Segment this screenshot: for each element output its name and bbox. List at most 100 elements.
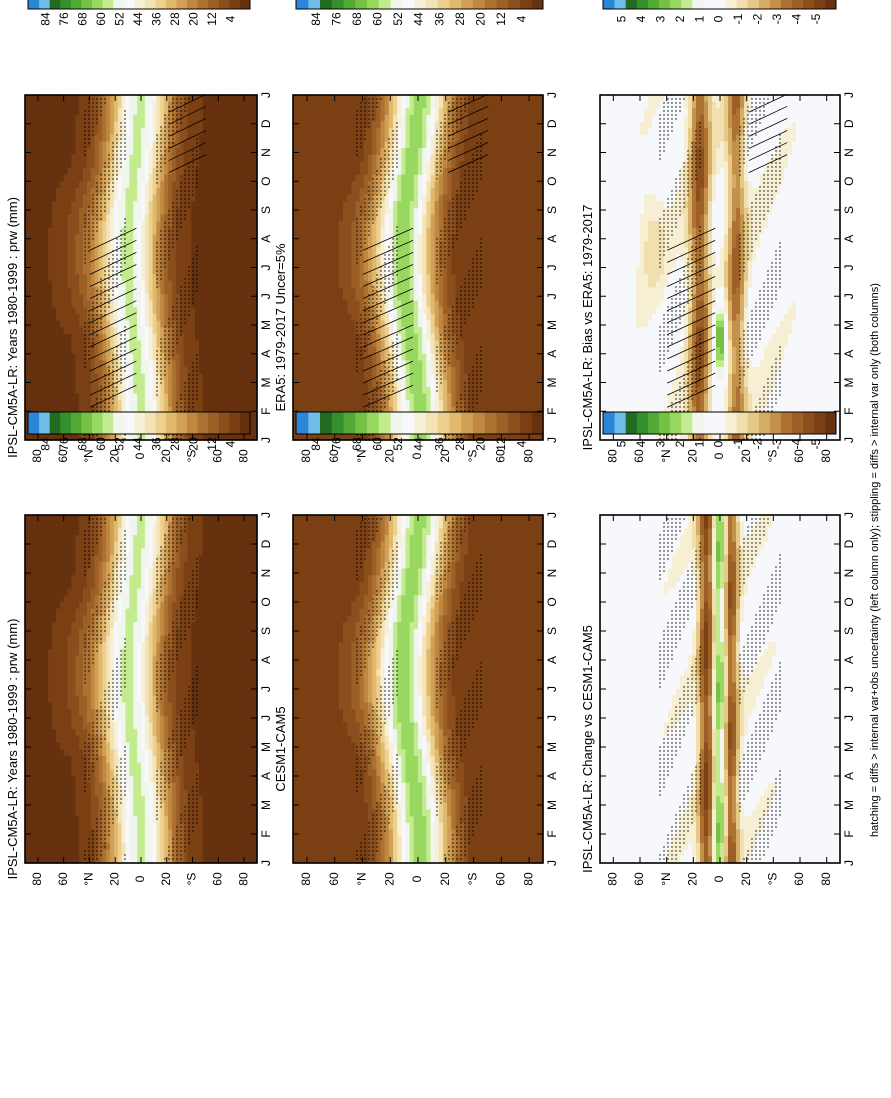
field-cell — [68, 201, 72, 208]
stipple-dot — [176, 118, 177, 119]
field-cell — [37, 609, 41, 616]
field-cell — [110, 108, 114, 115]
field-cell — [79, 221, 83, 228]
field-cell — [48, 327, 52, 334]
field-cell — [110, 314, 114, 321]
field-cell — [56, 148, 60, 155]
stipple-dot — [176, 214, 177, 215]
field-cell — [64, 261, 68, 268]
field-cell — [234, 214, 238, 221]
stipple-dot — [160, 238, 161, 239]
field-cell — [60, 629, 64, 636]
field-cell — [40, 635, 44, 642]
field-cell — [75, 522, 79, 529]
stipple-dot — [176, 198, 177, 199]
field-cell — [191, 314, 195, 321]
field-cell — [79, 649, 83, 656]
field-cell — [98, 135, 102, 142]
field-cell — [29, 294, 33, 301]
field-cell — [37, 709, 41, 716]
field-cell — [83, 95, 87, 102]
field-cell — [199, 367, 203, 374]
stipple-dot — [108, 370, 109, 371]
field-cell — [40, 582, 44, 589]
field-cell — [234, 334, 238, 341]
field-cell — [64, 128, 68, 135]
field-cell — [234, 400, 238, 407]
field-cell — [37, 649, 41, 656]
field-cell — [245, 287, 249, 294]
field-cell — [48, 763, 52, 770]
field-cell — [226, 95, 230, 102]
field-cell — [79, 400, 83, 407]
field-cell — [156, 327, 160, 334]
field-cell — [133, 168, 137, 175]
field-cell — [114, 221, 118, 228]
stipple-dot — [160, 158, 161, 159]
stipple-dot — [116, 178, 117, 179]
field-cell — [79, 515, 83, 522]
field-cell — [37, 729, 41, 736]
field-cell — [234, 115, 238, 122]
stipple-dot — [108, 190, 109, 191]
field-cell — [44, 682, 48, 689]
field-cell — [75, 254, 79, 261]
field-cell — [52, 95, 56, 102]
field-cell — [68, 756, 72, 763]
field-cell — [118, 221, 122, 228]
field-cell — [83, 522, 87, 529]
field-cell — [141, 214, 145, 221]
field-cell — [222, 161, 226, 168]
field-cell — [75, 261, 79, 268]
stipple-dot — [156, 386, 157, 387]
field-cell — [102, 135, 106, 142]
stipple-dot — [164, 350, 165, 351]
field-cell — [184, 374, 188, 381]
field-cell — [40, 823, 44, 830]
stipple-dot — [168, 434, 169, 435]
field-cell — [52, 354, 56, 361]
field-cell — [156, 334, 160, 341]
field-cell — [33, 195, 37, 202]
field-cell — [187, 234, 191, 241]
field-cell — [218, 274, 222, 281]
field-cell — [60, 555, 64, 562]
stipple-dot — [116, 246, 117, 247]
field-cell — [60, 108, 64, 115]
field-cell — [79, 347, 83, 354]
field-cell — [245, 360, 249, 367]
stipple-dot — [112, 398, 113, 399]
month-label: D — [259, 119, 273, 128]
field-cell — [33, 763, 37, 770]
field-cell — [114, 102, 118, 109]
field-cell — [33, 776, 37, 783]
field-cell — [222, 201, 226, 208]
field-cell — [37, 615, 41, 622]
field-cell — [48, 161, 52, 168]
field-cell — [122, 102, 126, 109]
field-cell — [153, 148, 157, 155]
field-cell — [37, 823, 41, 830]
field-cell — [64, 314, 68, 321]
field-cell — [37, 400, 41, 407]
field-cell — [29, 135, 33, 142]
colorbar-label: 44 — [131, 12, 145, 26]
field-cell — [60, 360, 64, 367]
field-cell — [68, 221, 72, 228]
field-cell — [87, 254, 91, 261]
field-cell — [71, 562, 75, 569]
field-cell — [48, 609, 52, 616]
stipple-dot — [88, 142, 89, 143]
field-cell — [102, 155, 106, 162]
stipple-dot — [88, 134, 89, 135]
field-cell — [133, 188, 137, 195]
field-cell — [230, 241, 234, 248]
stipple-dot — [96, 406, 97, 407]
field-cell — [141, 188, 145, 195]
field-cell — [71, 254, 75, 261]
field-cell — [37, 274, 41, 281]
field-cell — [71, 635, 75, 642]
stipple-dot — [124, 226, 125, 227]
field-cell — [64, 367, 68, 374]
field-cell — [56, 528, 60, 535]
